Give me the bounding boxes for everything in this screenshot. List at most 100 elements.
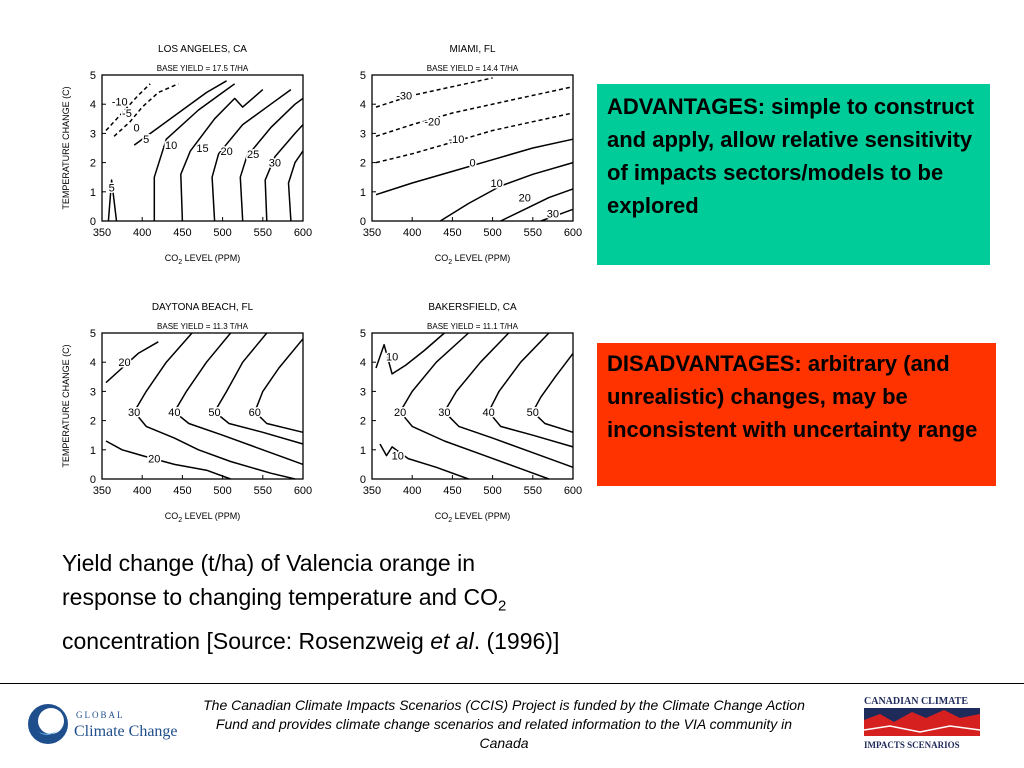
contour-line [487,332,574,448]
y-tick-label: 0 [90,216,96,228]
x-tick-label: 400 [133,227,151,239]
y-tick-label: 5 [360,70,366,82]
contour-line [532,352,574,434]
chart-subtitle: BASE YIELD = 17.5 T/HA [157,64,249,73]
y-tick-label: 5 [90,328,96,340]
x-tick-label: 400 [133,485,151,497]
contour-line [107,179,118,222]
y-tick-label: 1 [360,187,366,199]
contour-label: -30 [396,90,412,102]
x-axis-label-part: LEVEL (PPM) [182,511,240,521]
contour-chart-daytona-beach: DAYTONA BEACH, FL BASE YIELD = 11.3 T/HA 3… [61,302,312,524]
contour-line [113,83,179,137]
y-tick-label: 4 [90,357,96,369]
contour-label: 10 [386,351,398,363]
x-tick-label: 400 [403,485,421,497]
x-tick-label: 350 [363,227,381,239]
contour-line [439,161,574,222]
contour-line [105,83,151,132]
gcc-logo-bottom-text: Climate Change [74,723,178,740]
x-axis-label-subscript: 2 [178,259,182,266]
contour-label: 10 [392,451,404,463]
caption-part3: . (1996)] [473,627,560,654]
y-tick-label: 3 [360,128,366,140]
y-tick-label: 4 [360,357,366,369]
contour-line [379,443,469,480]
y-tick-label: 3 [360,386,366,398]
y-tick-label: 2 [360,158,366,170]
y-tick-label: 1 [360,445,366,457]
gcc-globe-icon: GLOBAL Climate Change [28,704,178,744]
x-axis-label-part: CO [435,253,449,263]
y-tick-label: 4 [90,99,96,111]
y-tick-label: 2 [360,416,366,428]
contour-line [213,332,304,445]
contour-label: -20 [424,117,440,129]
contour-label: 30 [547,209,559,221]
caption-part1: Yield change (t/ha) of Valencia orange i… [62,550,498,610]
x-tick-label: 450 [173,485,191,497]
y-tick-label: 0 [360,474,366,486]
contour-label: 20 [519,193,531,205]
x-tick-label: 500 [483,227,501,239]
x-tick-label: 600 [564,227,582,239]
y-axis-label: TEMPERATURE CHANGE (C) [61,344,71,467]
footer-text: The Canadian Climate Impacts Scenarios (… [203,697,805,751]
contour-label: 30 [438,407,450,419]
caption-part2: concentration [Source: Rosenzweig [62,627,431,654]
contour-line [287,150,304,222]
contour-line [375,85,574,138]
x-axis-label: CO2 LEVEL (PPM) [435,253,511,266]
contour-label: 5 [143,134,149,146]
contour-label: 10 [490,178,502,190]
chart-subtitle: BASE YIELD = 11.1 T/HA [427,322,519,331]
y-tick-label: 3 [90,128,96,140]
contour-label: 15 [196,143,208,155]
contour-line [153,83,236,221]
x-tick-label: 500 [213,485,231,497]
x-tick-label: 600 [294,227,312,239]
contour-line [375,332,445,375]
y-tick-label: 2 [90,416,96,428]
x-tick-label: 600 [294,485,312,497]
contour-line [264,124,304,222]
x-tick-label: 550 [254,485,272,497]
contour-label: 20 [220,146,232,158]
plot-frame [101,74,304,222]
ccis-logo-graphic: CANADIAN CLIMATE IMPACTS SCENARIOS [863,696,981,750]
plot-frame [371,332,574,480]
x-tick-label: 450 [173,227,191,239]
chart-panel-bakersfield: BAKERSFIELD, CA BASE YIELD = 11.1 T/HA 350… [325,298,590,538]
x-tick-label: 600 [564,485,582,497]
x-axis-label-part: LEVEL (PPM) [452,253,510,263]
x-tick-label: 500 [483,485,501,497]
disadvantages-box: DISADVANTAGES: arbitrary (and unrealisti… [597,343,996,486]
chart-panel-daytona-beach: DAYTONA BEACH, FL BASE YIELD = 11.3 T/HA 3… [55,298,320,538]
contour-label: 20 [118,357,130,369]
y-tick-label: 5 [360,328,366,340]
y-tick-label: 1 [90,187,96,199]
x-axis-label-part: CO [435,511,449,521]
chart-title: LOS ANGELES, CA [158,44,247,55]
contour-label: 10 [165,140,177,152]
x-axis-label-part: LEVEL (PPM) [182,253,240,263]
contour-line [254,338,304,434]
contour-line [399,332,550,480]
gcc-logo-top-text: GLOBAL [76,710,125,720]
contour-label: -5 [122,108,132,120]
contour-line [133,332,296,480]
contour-label: 50 [527,407,539,419]
y-tick-label: 0 [360,216,366,228]
x-tick-label: 550 [524,485,542,497]
contour-label: 20 [394,407,406,419]
contour-label: 60 [249,407,261,419]
chart-title: MIAMI, FL [449,44,496,55]
contour-line [443,332,574,469]
x-axis-label-subscript: 2 [178,517,182,524]
chart-panel-miami: MIAMI, FL BASE YIELD = 14.4 T/HA 350 400 450… [325,40,590,280]
contour-label: 25 [247,149,259,161]
y-tick-label: 0 [90,474,96,486]
x-axis-label-part: LEVEL (PPM) [452,511,510,521]
x-tick-label: 450 [443,227,461,239]
contour-label: -10 [448,134,464,146]
